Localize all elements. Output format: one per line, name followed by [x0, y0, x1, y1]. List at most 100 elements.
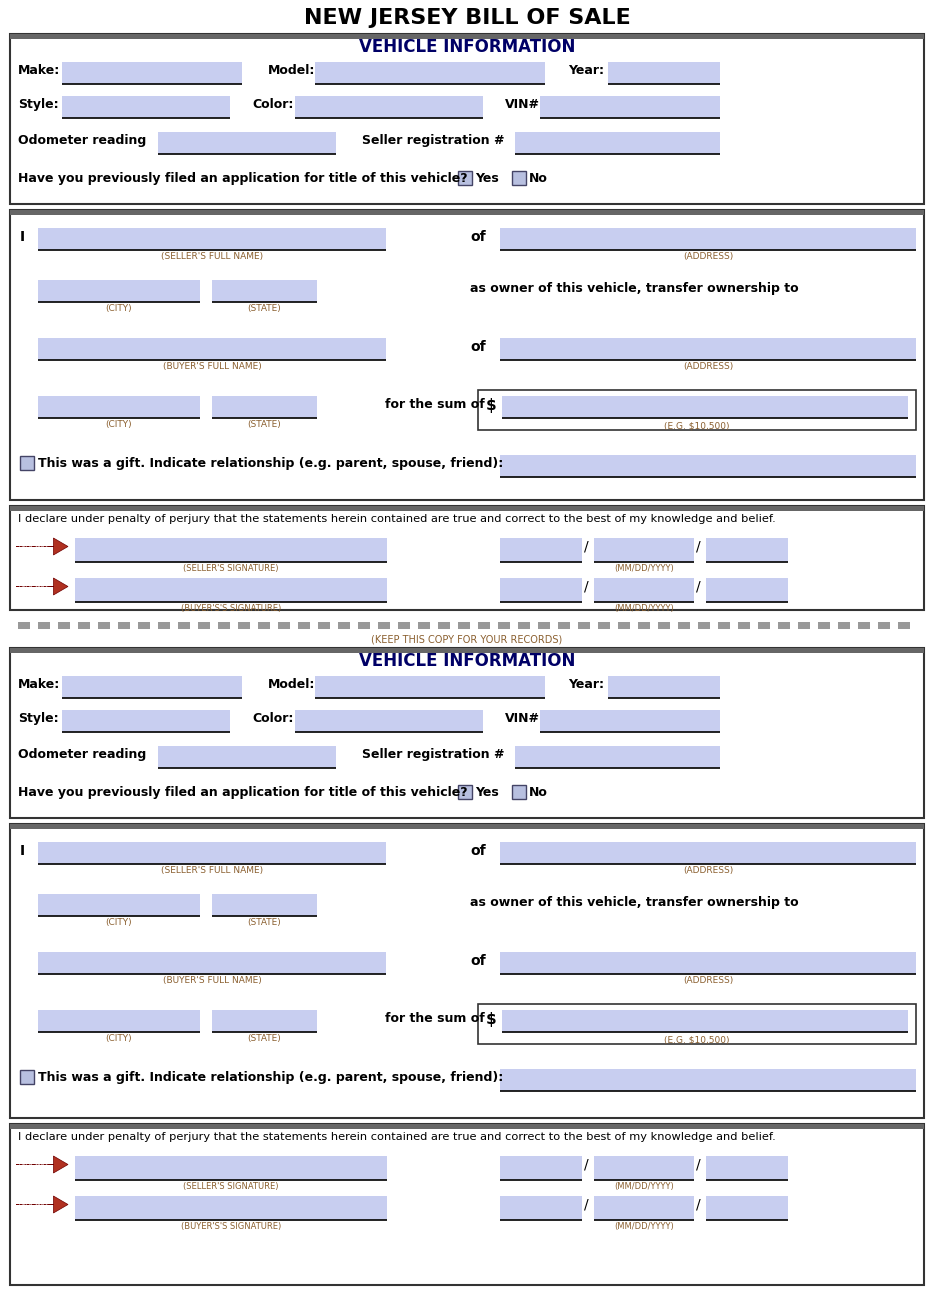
Text: of: of — [470, 954, 486, 968]
Text: (SELLER'S SIGNATURE): (SELLER'S SIGNATURE) — [183, 565, 278, 572]
Bar — [315, 62, 545, 84]
Bar — [778, 622, 790, 630]
Text: (ADDRESS): (ADDRESS) — [683, 252, 733, 261]
Text: Make:: Make: — [18, 678, 61, 691]
Text: (SELLER'S FULL NAME): (SELLER'S FULL NAME) — [161, 252, 263, 261]
Bar — [295, 96, 483, 118]
Bar — [10, 210, 924, 215]
Bar — [798, 622, 810, 630]
Text: of: of — [470, 844, 486, 858]
Text: I declare under penalty of perjury that the statements herein contained are true: I declare under penalty of perjury that … — [18, 514, 776, 524]
Text: /: / — [696, 540, 700, 554]
Bar — [158, 622, 170, 630]
Bar — [18, 622, 30, 630]
Text: (CITY): (CITY) — [106, 918, 133, 927]
Text: I: I — [20, 844, 25, 858]
Text: (E.G. $10,500): (E.G. $10,500) — [664, 421, 729, 430]
Text: OPEN SANS: OPEN SANS — [19, 544, 48, 549]
Text: (CITY): (CITY) — [106, 1035, 133, 1044]
Text: (MM/DD/YYYY): (MM/DD/YYYY) — [615, 565, 673, 572]
Text: $: $ — [486, 1012, 497, 1027]
Text: (MM/DD/YYYY): (MM/DD/YYYY) — [615, 1221, 673, 1231]
Bar — [878, 622, 890, 630]
Bar — [238, 622, 250, 630]
Bar — [698, 622, 710, 630]
Bar — [398, 622, 410, 630]
Text: VEHICLE INFORMATION: VEHICLE INFORMATION — [359, 652, 575, 670]
Text: Have you previously filed an application for title of this vehicle?: Have you previously filed an application… — [18, 173, 468, 186]
Bar — [358, 622, 370, 630]
Text: Year:: Year: — [568, 678, 604, 691]
Bar — [512, 171, 526, 186]
Text: NEW JERSEY BILL OF SALE: NEW JERSEY BILL OF SALE — [304, 8, 630, 29]
Bar — [212, 894, 317, 916]
Bar — [315, 676, 545, 698]
Bar — [500, 337, 916, 360]
Bar — [98, 622, 110, 630]
Bar — [38, 280, 200, 302]
Bar — [78, 622, 90, 630]
Bar — [62, 62, 242, 84]
Bar — [706, 1157, 788, 1180]
Bar — [758, 622, 770, 630]
Bar — [500, 1070, 916, 1092]
Bar — [502, 396, 908, 418]
Bar — [118, 622, 130, 630]
Text: (BUYER'S'S SIGNATURE): (BUYER'S'S SIGNATURE) — [181, 1221, 281, 1231]
Bar — [500, 537, 582, 562]
Bar — [458, 622, 470, 630]
Text: for the sum of: for the sum of — [385, 1012, 485, 1025]
Bar — [638, 622, 650, 630]
Bar — [658, 622, 670, 630]
Bar — [618, 622, 630, 630]
Bar — [10, 648, 924, 818]
Text: (CITY): (CITY) — [106, 304, 133, 313]
Bar — [500, 1195, 582, 1220]
Bar — [594, 1157, 694, 1180]
Bar — [818, 622, 830, 630]
Bar — [58, 622, 70, 630]
Bar — [75, 1195, 387, 1220]
Text: VIN#: VIN# — [505, 99, 540, 112]
Text: Style:: Style: — [18, 713, 59, 726]
Text: Odometer reading: Odometer reading — [18, 748, 147, 761]
Bar — [502, 1010, 908, 1032]
Polygon shape — [16, 1195, 68, 1214]
Bar — [10, 506, 924, 610]
Bar — [608, 676, 720, 698]
Bar — [20, 1070, 34, 1084]
Bar — [498, 622, 510, 630]
Text: (STATE): (STATE) — [248, 1035, 281, 1044]
Text: This was a gift. Indicate relationship (e.g. parent, spouse, friend):: This was a gift. Indicate relationship (… — [38, 1071, 503, 1084]
Bar — [518, 622, 530, 630]
Text: /: / — [584, 540, 588, 554]
Bar — [538, 622, 550, 630]
Text: (STATE): (STATE) — [248, 918, 281, 927]
Bar — [298, 622, 310, 630]
Bar — [178, 622, 190, 630]
Text: Year:: Year: — [568, 64, 604, 77]
Bar — [62, 710, 230, 732]
Bar — [38, 228, 386, 251]
Bar — [75, 537, 387, 562]
Bar — [718, 622, 730, 630]
Bar — [158, 746, 336, 768]
Bar — [10, 34, 924, 39]
Text: Color:: Color: — [252, 99, 293, 112]
Text: OPEN SANS: OPEN SANS — [19, 584, 48, 589]
Bar — [75, 1157, 387, 1180]
Text: as owner of this vehicle, transfer ownership to: as owner of this vehicle, transfer owner… — [470, 896, 799, 909]
Text: /: / — [584, 580, 588, 594]
Bar — [10, 824, 924, 829]
Bar — [138, 622, 150, 630]
Bar — [706, 578, 788, 602]
Bar — [212, 1010, 317, 1032]
Text: /: / — [584, 1198, 588, 1212]
Bar — [10, 1124, 924, 1285]
Text: OPEN SANS: OPEN SANS — [19, 1202, 48, 1207]
Bar — [515, 132, 720, 154]
Bar — [594, 1195, 694, 1220]
Text: Seller registration #: Seller registration # — [362, 748, 504, 761]
Bar — [500, 951, 916, 974]
Text: (E.G. $10,500): (E.G. $10,500) — [664, 1035, 729, 1044]
